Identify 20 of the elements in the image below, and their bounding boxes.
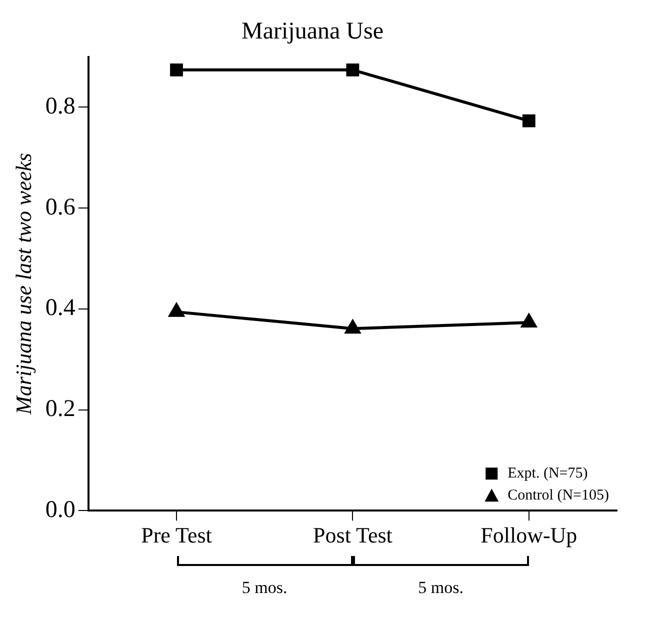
point: [521, 314, 536, 328]
point: [345, 320, 360, 334]
x-tick-label: Pre Test: [141, 522, 212, 548]
y-tick-label: 0.0: [45, 496, 76, 523]
point: [170, 63, 183, 76]
point: [346, 63, 360, 76]
y-tick-label: 0.8: [45, 94, 76, 120]
text: 5 mos.: [417, 578, 464, 598]
text: 5 mos.: [240, 578, 288, 598]
x-tick-label: Post Test: [313, 522, 392, 548]
point: [168, 303, 184, 317]
legend-label: Control (N=105): [508, 488, 610, 504]
x-tick-label: Follow-Up: [480, 522, 578, 548]
y-tick-label: 0.2: [45, 396, 76, 422]
chart-title: Marijuana Use: [242, 18, 384, 45]
point: [522, 114, 536, 128]
legend-label: Expt. (N=75): [508, 466, 588, 482]
y-tick-label: 0.6: [45, 194, 76, 220]
y-tick-label: 0.4: [45, 295, 76, 322]
y-axis-title: Marijuana use last two weeks: [10, 152, 36, 416]
